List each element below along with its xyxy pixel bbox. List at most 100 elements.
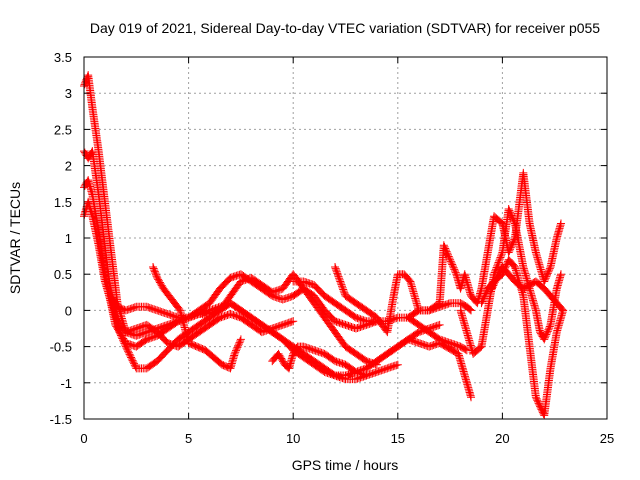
data-point (488, 283, 497, 292)
data-point (447, 258, 456, 267)
y-tick-label: 0 (65, 303, 72, 318)
data-point (340, 288, 349, 297)
data-point (545, 322, 554, 331)
data-point (446, 257, 455, 266)
data-point (461, 345, 470, 354)
y-tick-label: 3 (65, 86, 72, 101)
data-point (556, 270, 565, 279)
data-point (450, 265, 459, 274)
data-point (444, 252, 453, 261)
data-point (434, 321, 443, 330)
data-point (540, 333, 549, 342)
data-point (540, 275, 549, 284)
data-point (340, 374, 349, 383)
data-point (496, 253, 505, 262)
data-point (477, 299, 486, 308)
data-point (231, 348, 240, 357)
data-point (331, 264, 340, 273)
data-point (236, 336, 245, 345)
data-point (490, 278, 499, 287)
data-point (492, 263, 501, 272)
data-point (506, 208, 515, 217)
series-track-10 (372, 335, 476, 402)
y-tick-label: 2.5 (54, 122, 72, 137)
data-point (337, 280, 346, 289)
data-point (509, 216, 518, 225)
data-point (497, 251, 506, 260)
data-point (392, 361, 401, 370)
series-track-6 (149, 262, 245, 373)
data-point (489, 281, 498, 290)
data-point (441, 246, 450, 255)
series-track-11 (404, 168, 565, 322)
data-point (506, 245, 515, 254)
series-track-14 (487, 262, 568, 315)
x-tick-label: 5 (185, 431, 192, 446)
data-point (541, 274, 550, 283)
data-point (544, 267, 553, 276)
data-point (333, 269, 342, 278)
data-point (443, 249, 452, 258)
x-tick-label: 15 (391, 431, 405, 446)
data-point (451, 268, 460, 277)
data-point (465, 305, 474, 314)
data-point (545, 264, 554, 273)
data-point (467, 393, 476, 402)
data-point (492, 273, 501, 282)
data-point (336, 277, 345, 286)
data-point (508, 240, 517, 249)
plot-frame (83, 56, 608, 420)
data-point (506, 243, 515, 252)
data-point (540, 277, 549, 286)
data-point (235, 338, 244, 347)
data-points (80, 71, 568, 420)
data-point (508, 213, 517, 222)
data-point (480, 292, 489, 301)
series-track-13 (477, 255, 568, 420)
data-point (439, 241, 448, 250)
data-point (545, 266, 554, 275)
y-tick-label: 2 (65, 159, 72, 174)
data-point (558, 305, 567, 314)
data-point (482, 287, 491, 296)
data-point (332, 267, 341, 276)
data-point (479, 294, 488, 303)
data-point (230, 349, 239, 358)
data-point (338, 283, 347, 292)
data-point (393, 360, 402, 369)
data-point (542, 272, 551, 281)
data-point (234, 340, 243, 349)
data-point (435, 320, 444, 329)
data-point (508, 214, 517, 223)
data-point (478, 295, 487, 304)
data-point (332, 266, 341, 275)
data-point (339, 285, 348, 294)
x-axis-title: GPS time / hours (292, 457, 399, 473)
data-point (541, 332, 550, 341)
data-point (493, 261, 502, 270)
x-tick-label: 0 (80, 431, 87, 446)
data-point (545, 324, 554, 333)
data-point (507, 242, 516, 251)
data-point (444, 299, 453, 308)
data-point (481, 289, 490, 298)
data-point (556, 219, 565, 228)
x-tick-label: 10 (286, 431, 300, 446)
y-tick-label: 0.5 (54, 267, 72, 282)
data-point (335, 275, 344, 284)
data-point (487, 284, 496, 293)
data-point (335, 274, 344, 283)
data-point (449, 263, 458, 272)
series-track-4 (80, 197, 298, 351)
data-point (333, 271, 342, 280)
data-point (287, 317, 296, 326)
data-point (506, 209, 515, 218)
y-tick-label: 3.5 (54, 50, 72, 65)
data-point (442, 247, 451, 256)
data-point (504, 205, 513, 214)
data-point (505, 246, 514, 255)
data-point (360, 316, 369, 325)
data-point (542, 330, 551, 339)
data-point (497, 250, 506, 259)
x-tick-label: 25 (600, 431, 614, 446)
